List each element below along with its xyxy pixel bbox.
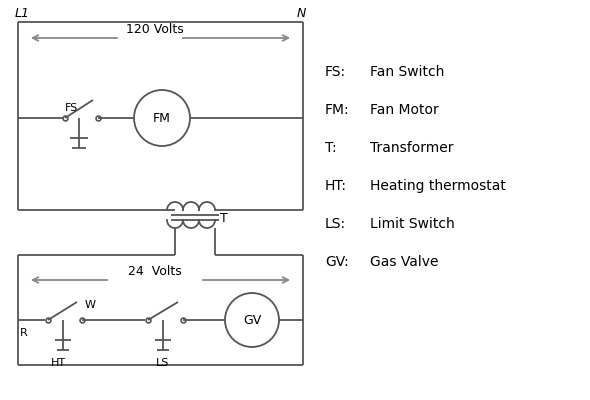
Text: L1: L1 xyxy=(15,7,30,20)
Text: N: N xyxy=(297,7,306,20)
Text: HT:: HT: xyxy=(325,179,347,193)
Text: W: W xyxy=(85,300,96,310)
Text: R: R xyxy=(20,328,28,338)
Text: FM: FM xyxy=(153,112,171,124)
Text: LS:: LS: xyxy=(325,217,346,231)
Text: FS: FS xyxy=(65,103,78,113)
Text: LS: LS xyxy=(156,358,170,368)
Text: Transformer: Transformer xyxy=(370,141,454,155)
Text: Fan Motor: Fan Motor xyxy=(370,103,439,117)
Text: FM:: FM: xyxy=(325,103,350,117)
Text: 24  Volts: 24 Volts xyxy=(128,265,182,278)
Text: FS:: FS: xyxy=(325,65,346,79)
Text: Gas Valve: Gas Valve xyxy=(370,255,438,269)
Text: T: T xyxy=(220,212,228,224)
Text: Limit Switch: Limit Switch xyxy=(370,217,455,231)
Text: GV:: GV: xyxy=(325,255,349,269)
Text: GV: GV xyxy=(243,314,261,326)
Text: HT: HT xyxy=(50,358,65,368)
Text: Fan Switch: Fan Switch xyxy=(370,65,444,79)
Text: 120 Volts: 120 Volts xyxy=(126,23,184,36)
Text: Heating thermostat: Heating thermostat xyxy=(370,179,506,193)
Text: T:: T: xyxy=(325,141,337,155)
